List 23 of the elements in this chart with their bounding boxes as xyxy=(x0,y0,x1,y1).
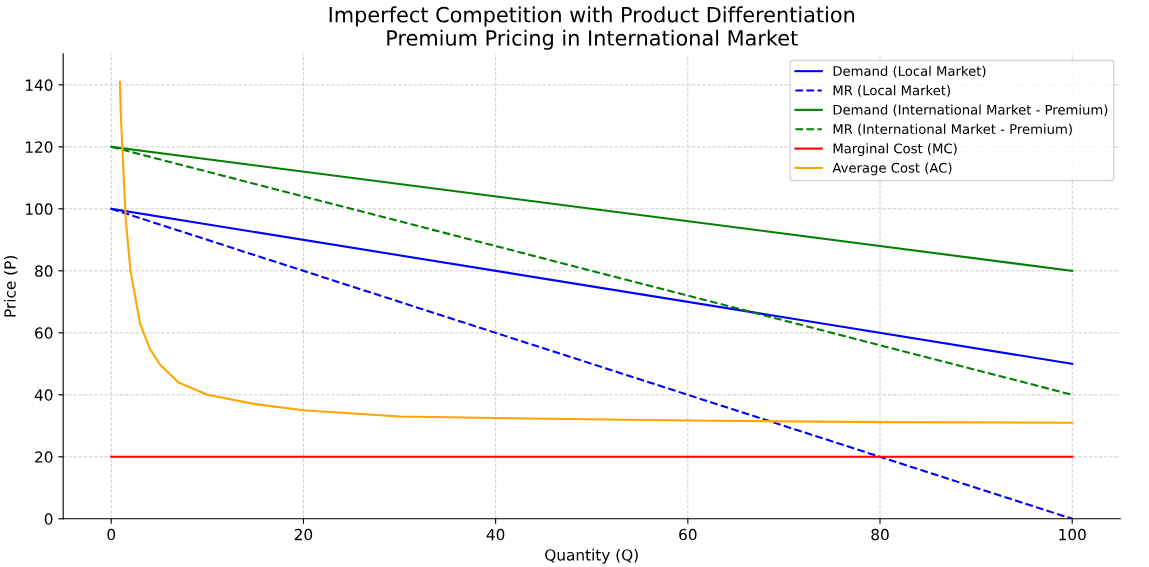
legend-label: Demand (Local Market) xyxy=(833,65,986,78)
y-tick-label: 0 xyxy=(44,513,53,525)
y-tick-label: 60 xyxy=(35,327,53,339)
legend-label: Demand (International Market - Premium) xyxy=(833,104,1108,117)
y-tick-label: 80 xyxy=(35,265,53,277)
y-tick-label: 20 xyxy=(35,451,53,463)
y-tick-label: 100 xyxy=(25,203,53,215)
y-tick-label: 40 xyxy=(34,389,53,401)
legend-label: Marginal Cost (MC) xyxy=(833,143,957,156)
x-tick-label: 0 xyxy=(107,528,116,541)
x-tick-label: 60 xyxy=(679,528,697,541)
x-axis-title: Quantity (Q) xyxy=(545,548,638,564)
x-tick-label: 20 xyxy=(294,528,313,541)
chart-title: Imperfect Competition with Product Differentiation Premium Pricing in International Market xyxy=(329,6,855,50)
y-axis-title: Price (P) xyxy=(3,256,18,317)
legend-label: MR (Local Market) xyxy=(833,85,950,97)
y-tick-label: 140 xyxy=(25,79,53,91)
x-tick-label: 80 xyxy=(871,528,889,541)
legend-label: Average Cost (AC) xyxy=(832,162,952,176)
y-tick-label: 120 xyxy=(25,141,53,153)
x-tick-label: 100 xyxy=(1059,528,1086,541)
x-tick-label: 40 xyxy=(486,528,505,541)
legend-label: MR (International Market - Premium) xyxy=(833,123,1072,136)
